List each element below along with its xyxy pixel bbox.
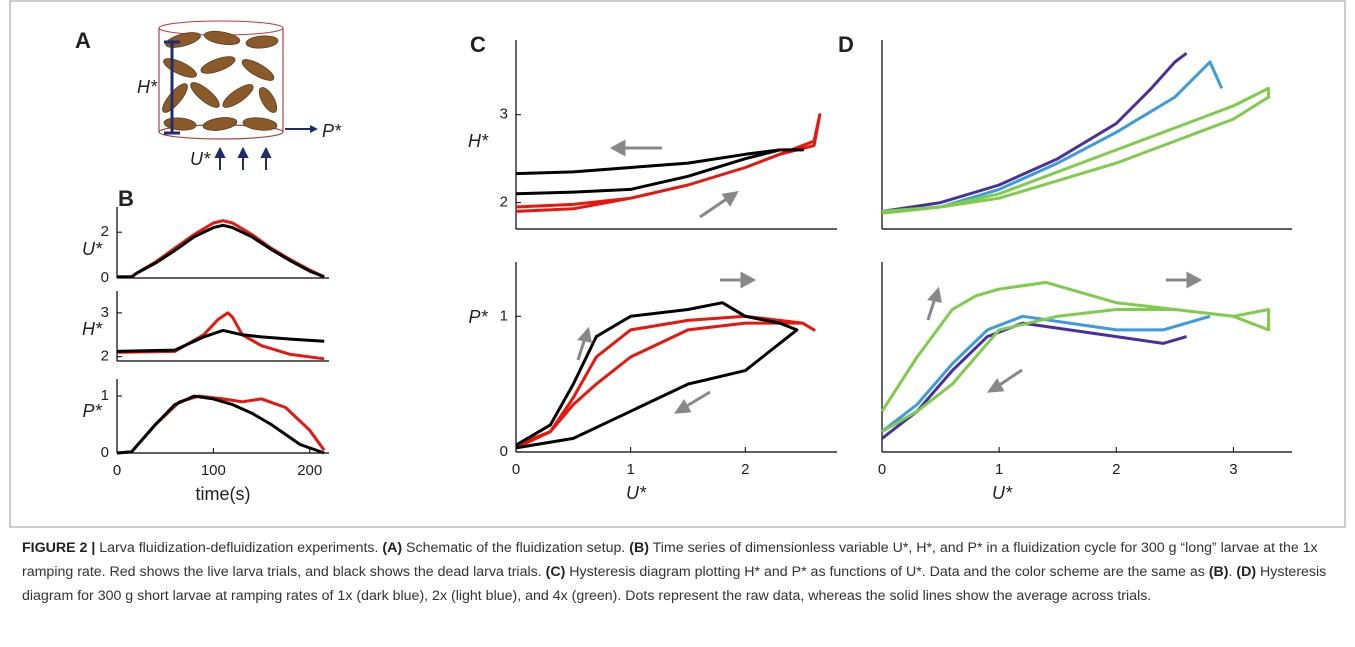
caption-text: Schematic of the fluidization setup. (402, 540, 630, 556)
figure: A B C D H (9, 0, 1346, 528)
data-line (515, 148, 805, 196)
data-line (116, 328, 325, 353)
caption-text: (D) (1236, 564, 1257, 580)
x-tick-label: 0 (512, 461, 520, 478)
caption-text: (A) (382, 540, 403, 556)
y-tick-label: 0 (101, 444, 109, 461)
y-tick-label: 2 (500, 194, 508, 211)
y-axis-label: P* (468, 307, 488, 327)
x-tick-label: 200 (297, 462, 322, 479)
caption-text: FIGURE 2 | (22, 540, 96, 556)
caption: FIGURE 2 | Larva fluidization-defluidiza… (22, 536, 1337, 608)
x-axis-label: time(s) (196, 484, 251, 504)
y-tick-label: 2 (101, 348, 109, 365)
data-line (116, 394, 326, 455)
x-tick-label: 0 (113, 462, 121, 479)
x-tick-label: 0 (878, 461, 886, 478)
y-tick-label: 0 (500, 443, 508, 460)
figure-frame (9, 0, 1346, 528)
x-axis-label: U* (992, 483, 1013, 503)
caption-text: (B) (1208, 564, 1229, 580)
caption-text: (B) (629, 540, 649, 556)
y-tick-label: 0 (101, 269, 109, 286)
x-tick-label: 1 (626, 461, 634, 478)
schematic-label: U* (190, 149, 211, 169)
arrows (576, 139, 1203, 414)
data-line (515, 314, 816, 450)
y-tick-label: 3 (500, 106, 508, 123)
data-line (881, 60, 1224, 213)
data-line (880, 280, 1271, 433)
schematic-label: P* (322, 121, 342, 141)
y-tick-label: 2 (101, 223, 109, 240)
panel-label: B (118, 186, 134, 211)
x-tick-label: 3 (1229, 461, 1237, 478)
data-line (881, 314, 1211, 433)
x-tick-label: 2 (1112, 461, 1120, 478)
schematic-label: H* (137, 77, 158, 97)
panel-label: A (75, 28, 91, 53)
data-line (515, 301, 799, 450)
caption-text: Hysteresis diagram for 300 g short larva… (22, 564, 1327, 604)
y-axis-label: P* (82, 401, 102, 421)
x-tick-label: 100 (201, 462, 226, 479)
schematic (158, 20, 318, 170)
x-tick-label: 1 (995, 461, 1003, 478)
y-tick-label: 1 (500, 307, 508, 324)
data-line (116, 394, 325, 455)
x-axis-label: U* (626, 483, 647, 503)
data-line (881, 86, 1271, 215)
caption-text: (C) (545, 564, 566, 580)
panel-label: D (838, 32, 854, 57)
caption-text: Larva fluidization-defluidization experi… (95, 540, 383, 556)
caption-text: Time series of dimensionless variable U*… (22, 540, 1318, 580)
x-tick-label: 2 (741, 461, 749, 478)
data-line (117, 223, 325, 279)
caption-text: Hysteresis diagram plotting H* and P* as… (565, 564, 1209, 580)
y-tick-label: 1 (101, 387, 109, 404)
panel-label: C (470, 32, 486, 57)
y-axis-label: H* (82, 319, 103, 339)
y-tick-label: 3 (101, 304, 109, 321)
data-line (515, 113, 822, 213)
y-axis-label: H* (468, 131, 489, 151)
caption-text: . (1228, 564, 1237, 580)
data-line (881, 52, 1188, 213)
y-axis-label: U* (82, 239, 103, 259)
